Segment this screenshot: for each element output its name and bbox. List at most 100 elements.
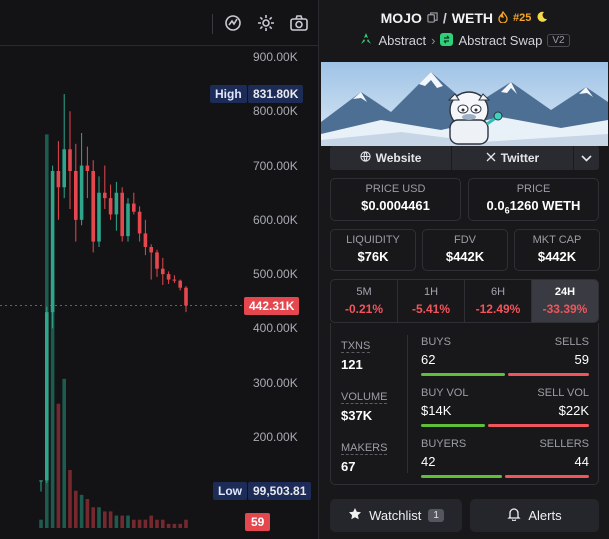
pair-route: Abstract › Abstract Swap V2 [319, 32, 609, 49]
volume-bar [143, 519, 148, 528]
tab-6h[interactable]: 6H -12.49% [464, 280, 531, 322]
period-tabs: 5M -0.21% 1H -5.41% 6H -12.49% 24H -33.3… [330, 279, 599, 323]
price-tick-label: 800.00K [253, 104, 298, 119]
candle-body [68, 149, 72, 171]
candle-body [143, 233, 148, 247]
candle-body [114, 192, 119, 215]
chain-name[interactable]: Abstract [378, 33, 427, 48]
low-value: 99,503.81 [248, 482, 312, 500]
candle-body [45, 312, 49, 481]
candle-body [103, 192, 107, 199]
candle-body [172, 279, 177, 281]
tab-1h[interactable]: 1H -5.41% [397, 280, 464, 322]
volume-bar [172, 523, 177, 528]
website-button[interactable]: Website [330, 146, 451, 170]
twitter-button[interactable]: Twitter [451, 146, 573, 170]
candle-body [161, 268, 165, 275]
volume-bar [178, 523, 182, 528]
volume-bar [56, 403, 61, 528]
candle-body [62, 149, 66, 188]
base-symbol: MOJO [380, 10, 422, 26]
chevron-right-icon: › [431, 33, 436, 48]
candle-body [184, 287, 188, 306]
price-tick-label: 600.00K [253, 212, 298, 227]
period-change: -5.41% [411, 302, 451, 316]
x-logo-icon [486, 151, 496, 165]
volume-bar [155, 519, 159, 528]
liquidity-label: LIQUIDITY [346, 234, 400, 246]
high-value: 831.80K [248, 85, 304, 103]
makers-stat: MAKERS 67 [341, 438, 388, 474]
fdv-value: $442K [445, 249, 485, 264]
txns-stat: TXNS 121 [341, 336, 371, 372]
price-tick-label: 700.00K [253, 158, 298, 173]
camera-icon[interactable] [288, 12, 310, 34]
more-links-button[interactable] [573, 146, 599, 170]
fdv-label: FDV [454, 234, 476, 246]
period-change: -12.49% [475, 302, 521, 316]
sells-value: 59 [574, 352, 589, 367]
buy-vol-bar [421, 424, 486, 427]
buyers-label: BUYERS [421, 438, 467, 450]
candle-body [50, 171, 55, 313]
candle-body [79, 165, 84, 220]
sell-vol-label: SELL VOL [537, 387, 589, 399]
price-native-value: 0.061260 WETH [469, 198, 598, 216]
volume-bar [62, 378, 66, 528]
high-label: High [210, 85, 247, 103]
candle-body [126, 203, 130, 237]
chevron-down-icon [581, 149, 592, 167]
buy-vol-label: BUY VOL [421, 387, 469, 399]
volume-value: $37K [341, 408, 373, 423]
alerts-label: Alerts [528, 508, 562, 523]
watchlist-button[interactable]: Watchlist 1 [330, 499, 462, 532]
buys-value: 62 [421, 352, 436, 367]
price-usd-value: $0.0004461 [361, 198, 430, 213]
volume-bar [108, 511, 113, 528]
volume-bar [120, 515, 124, 528]
watchlist-count: 1 [428, 509, 444, 522]
price-native-box: PRICE 0.061260 WETH [468, 178, 599, 221]
trending-rank: #25 [512, 12, 532, 24]
tab-24h[interactable]: 24H -33.39% [531, 280, 598, 322]
indicator-icon[interactable] [222, 12, 244, 34]
candle-body [39, 480, 43, 482]
candle-body [155, 252, 159, 269]
period-change: -33.39% [542, 302, 588, 316]
makers-value: 67 [341, 459, 356, 474]
candle-body [56, 171, 61, 188]
candle-body [108, 198, 113, 215]
buyers-sellers-row: BUYERS SELLERS 42 44 [421, 438, 589, 478]
candle-body [132, 203, 136, 212]
volume-bar [161, 519, 165, 528]
volume-bar [79, 494, 84, 528]
volume-bar [85, 498, 90, 528]
price-chart-panel[interactable]: 900.00K 800.00K 700.00K 600.00K 500.00K 400.0… [0, 0, 318, 539]
token-banner-image [321, 62, 608, 146]
price-native-prefix: 0.0 [486, 198, 505, 213]
volume-split-row: BUY VOL SELL VOL $14K $22K [421, 387, 589, 427]
twitter-label: Twitter [500, 151, 540, 165]
price-tick-label: 300.00K [253, 375, 298, 390]
volume-bar [39, 519, 43, 528]
settings-icon[interactable] [255, 12, 277, 34]
sells-label: SELLS [554, 336, 589, 348]
volume-bar [149, 515, 153, 528]
price-native-rest: 1260 WETH [509, 198, 581, 213]
tab-5m[interactable]: 5M -0.21% [331, 280, 397, 322]
alerts-button[interactable]: Alerts [470, 499, 599, 532]
market-cap-value: $442K [537, 249, 577, 264]
buys-sells-row: BUYS SELLS 62 59 [421, 336, 589, 376]
volume-bar [103, 511, 107, 528]
volume-bar [132, 519, 136, 528]
quote-symbol: WETH [451, 10, 493, 26]
price-tick-label: 400.00K [253, 321, 298, 336]
market-cap-label: MKT CAP [532, 234, 582, 246]
copy-icon[interactable] [427, 10, 438, 26]
candlestick-chart[interactable] [0, 46, 318, 539]
volume-bar [166, 523, 171, 528]
volume-bar [68, 469, 72, 528]
volume-bar [97, 507, 101, 528]
dex-name[interactable]: Abstract Swap [458, 33, 543, 48]
sells-bar [508, 373, 589, 376]
